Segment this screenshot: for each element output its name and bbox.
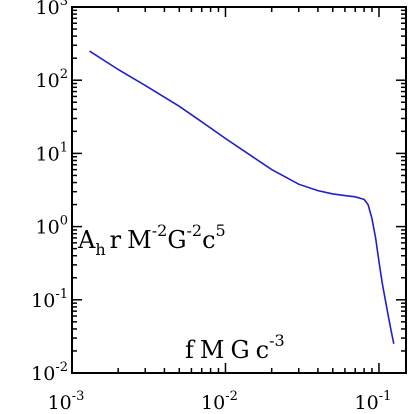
y-tick-label: 10-2 <box>31 360 68 385</box>
y-tick-label: 10-1 <box>31 287 68 312</box>
x-tick-label: 10-2 <box>201 389 238 414</box>
y-tick-label: 103 <box>36 0 68 19</box>
y-tick-label: 101 <box>36 140 68 165</box>
y-tick-label: 102 <box>36 67 68 92</box>
x-tick-label: 10-1 <box>355 389 392 414</box>
series-line <box>89 50 395 345</box>
y-tick-label: 100 <box>36 214 68 239</box>
y-axis-label: Ah r M-2G-2c5 <box>77 221 226 259</box>
tick-marks <box>71 6 406 374</box>
plot-frame <box>71 6 407 374</box>
x-tick-label: 10-3 <box>48 389 85 414</box>
tick-labels: 10-2 10-1 100 101 102 103 10-3 10-2 10-1 <box>31 0 391 414</box>
